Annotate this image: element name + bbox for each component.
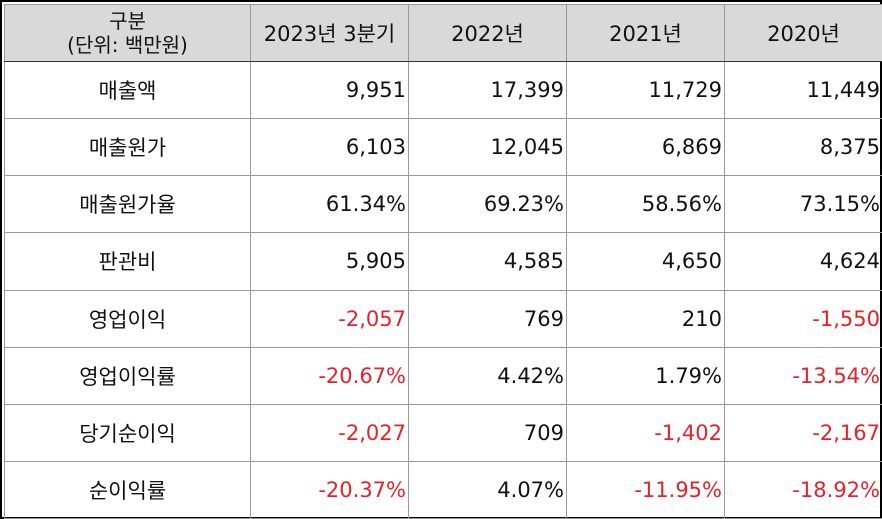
table-cell: 6,869 — [566, 118, 725, 177]
header-corner-cell: 구분 (단위: 백만원) — [4, 4, 251, 62]
table-cell: 4.07% — [408, 460, 567, 519]
row-label: 매출액 — [4, 60, 251, 120]
table-cell: -13.54% — [724, 346, 882, 405]
table-row-operating-income: 영업이익 -2,057 769 210 -1,550 — [4, 289, 882, 348]
table-cell: 4,624 — [724, 232, 882, 291]
table-cell: -1,550 — [724, 289, 882, 348]
table-row-cost-of-sales: 매출원가 6,103 12,045 6,869 8,375 — [4, 118, 882, 177]
header-period-q3-2023: 2023년 3분기 — [250, 4, 409, 62]
table-row-net-margin: 순이익률 -20.37% 4.07% -11.95% -18.92% — [4, 460, 882, 519]
table-row-sga: 판관비 5,905 4,585 4,650 4,624 — [4, 232, 882, 291]
header-period-2022: 2022년 — [408, 4, 567, 62]
table-cell: 12,045 — [408, 118, 567, 177]
table-cell: 210 — [566, 289, 725, 348]
table-cell: -18.92% — [724, 460, 882, 519]
table-cell: -20.37% — [250, 460, 409, 519]
table-cell: 5,905 — [250, 232, 409, 291]
table-cell: 8,375 — [724, 118, 882, 177]
header-period-2021: 2021년 — [566, 4, 725, 62]
row-label: 영업이익률 — [4, 346, 251, 405]
table-cell: 17,399 — [408, 60, 567, 120]
table-row-net-income: 당기순이익 -2,027 709 -1,402 -2,167 — [4, 403, 882, 462]
table-cell: -2,057 — [250, 289, 409, 348]
table-cell: 11,729 — [566, 60, 725, 120]
row-label: 판관비 — [4, 232, 251, 291]
table-cell: 73.15% — [724, 175, 882, 234]
table-cell: 4,650 — [566, 232, 725, 291]
table-cell: 4,585 — [408, 232, 567, 291]
table-row-operating-margin: 영업이익률 -20.67% 4.42% 1.79% -13.54% — [4, 346, 882, 405]
table-body: 매출액 9,951 17,399 11,729 11,449 매출원가 6,10… — [4, 60, 882, 519]
table-cell: 1.79% — [566, 346, 725, 405]
header-unit-label: (단위: 백만원) — [67, 33, 188, 57]
row-label: 순이익률 — [4, 460, 251, 519]
table-cell: -20.67% — [250, 346, 409, 405]
row-label: 당기순이익 — [4, 403, 251, 462]
table-cell: 4.42% — [408, 346, 567, 405]
table-cell: -2,027 — [250, 403, 409, 462]
header-row: 구분 (단위: 백만원) 2023년 3분기 2022년 2021년 2020년 — [4, 4, 882, 62]
header-period-2020: 2020년 — [724, 4, 882, 62]
table-cell: 58.56% — [566, 175, 725, 234]
table-cell: 61.34% — [250, 175, 409, 234]
table-cell: -2,167 — [724, 403, 882, 462]
table-cell: 11,449 — [724, 60, 882, 120]
header-category-label: 구분 — [109, 9, 146, 33]
financial-summary-table: 구분 (단위: 백만원) 2023년 3분기 2022년 2021년 2020년… — [4, 4, 882, 519]
table-cell: 6,103 — [250, 118, 409, 177]
row-label: 매출원가 — [4, 118, 251, 177]
table-cell: -1,402 — [566, 403, 725, 462]
table-cell: 709 — [408, 403, 567, 462]
table-cell: -11.95% — [566, 460, 725, 519]
table-cell: 69.23% — [408, 175, 567, 234]
table-cell: 9,951 — [250, 60, 409, 120]
table-row-revenue: 매출액 9,951 17,399 11,729 11,449 — [4, 60, 882, 120]
row-label: 영업이익 — [4, 289, 251, 348]
table-header: 구분 (단위: 백만원) 2023년 3분기 2022년 2021년 2020년 — [4, 4, 882, 62]
table-row-cost-ratio: 매출원가율 61.34% 69.23% 58.56% 73.15% — [4, 175, 882, 234]
row-label: 매출원가율 — [4, 175, 251, 234]
table-cell: 769 — [408, 289, 567, 348]
